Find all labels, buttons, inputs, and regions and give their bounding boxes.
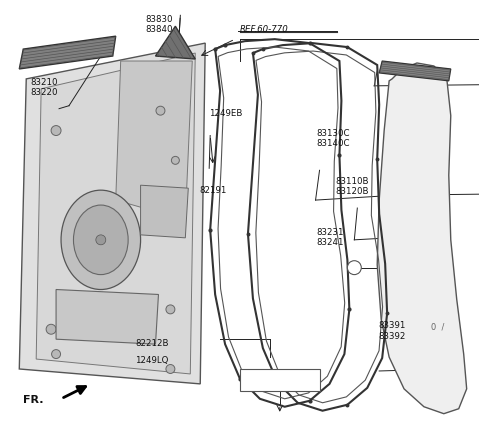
Ellipse shape <box>166 305 175 314</box>
Polygon shape <box>377 63 467 414</box>
Text: FR.: FR. <box>23 395 43 405</box>
Polygon shape <box>116 61 192 220</box>
Polygon shape <box>379 61 451 81</box>
Ellipse shape <box>156 106 165 115</box>
Circle shape <box>348 261 361 275</box>
Bar <box>240 369 320 391</box>
Circle shape <box>96 235 106 245</box>
Text: 0  /: 0 / <box>431 322 444 331</box>
Ellipse shape <box>51 350 60 359</box>
Polygon shape <box>56 289 158 344</box>
Polygon shape <box>19 36 116 69</box>
Text: 82212B: 82212B <box>135 339 168 348</box>
Polygon shape <box>141 185 188 238</box>
Text: 83391
83392: 83391 83392 <box>378 321 406 341</box>
Text: 83231
83241: 83231 83241 <box>316 228 344 247</box>
Ellipse shape <box>61 190 141 289</box>
Polygon shape <box>36 53 195 374</box>
Ellipse shape <box>73 205 128 275</box>
Text: 83130C
83140C: 83130C 83140C <box>316 129 350 149</box>
Ellipse shape <box>171 156 180 164</box>
Ellipse shape <box>51 125 61 136</box>
Ellipse shape <box>46 324 56 334</box>
Text: 83210
83220: 83210 83220 <box>30 78 58 97</box>
Text: 1249LQ: 1249LQ <box>135 357 169 366</box>
Text: REF.60-770: REF.60-770 <box>240 25 289 34</box>
Polygon shape <box>156 26 195 59</box>
Text: 83830
83840: 83830 83840 <box>145 15 173 34</box>
Text: 83110B
83120B: 83110B 83120B <box>336 177 369 196</box>
Text: 82191: 82191 <box>199 186 227 195</box>
Text: 1249EB: 1249EB <box>209 109 242 118</box>
Ellipse shape <box>166 365 175 374</box>
Ellipse shape <box>146 206 155 214</box>
Polygon shape <box>19 43 205 384</box>
